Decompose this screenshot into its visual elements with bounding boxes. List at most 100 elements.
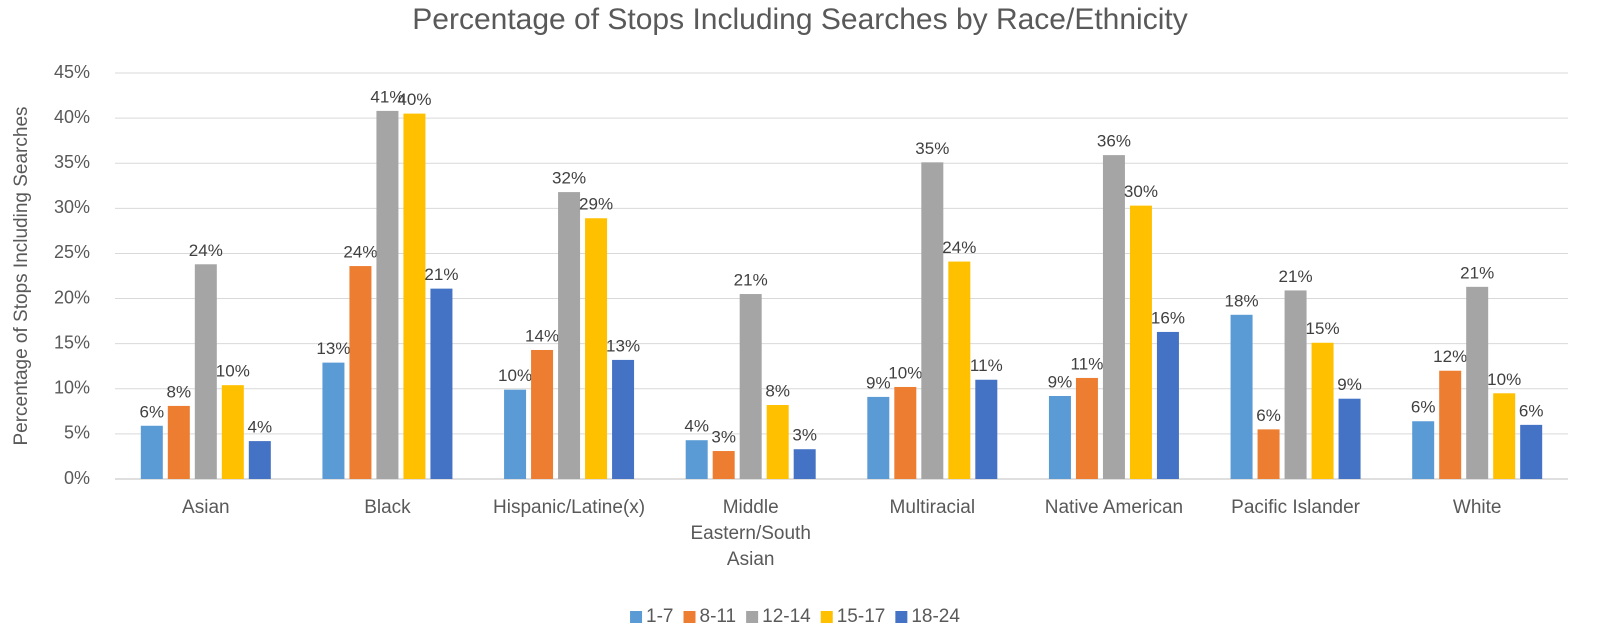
legend-label: 8-11: [700, 606, 737, 627]
bar: [1048, 395, 1071, 479]
bar: [322, 362, 345, 479]
legend-swatch: [820, 611, 833, 623]
data-label: 24%: [942, 238, 976, 257]
data-label: 21%: [1279, 267, 1313, 286]
x-tick-text: Native American: [1044, 497, 1184, 518]
data-label: 11%: [1071, 354, 1104, 373]
bar: [975, 379, 998, 479]
data-label: 6%: [140, 402, 165, 421]
data-label: 9%: [1048, 372, 1073, 391]
y-tick-label: 25%: [54, 242, 90, 262]
bar: [1338, 398, 1361, 479]
data-label: 12%: [1433, 347, 1467, 366]
data-label: 15%: [1306, 319, 1340, 338]
data-label: 3%: [711, 428, 736, 447]
data-label: 10%: [888, 363, 922, 382]
data-label: 21%: [734, 271, 768, 290]
bar: [1257, 429, 1280, 479]
bar: [504, 389, 527, 479]
chart-title: Percentage of Stops Including Searches b…: [412, 3, 1187, 36]
data-label: 41%: [370, 87, 404, 106]
x-tick-label: Native American: [1044, 495, 1184, 521]
x-tick-text: Middle Eastern/South Asian: [690, 497, 811, 570]
data-label: 10%: [498, 366, 532, 385]
y-tick-label: 20%: [54, 287, 90, 307]
data-label: 8%: [765, 382, 790, 401]
data-label: 9%: [866, 373, 891, 392]
data-label: 4%: [248, 418, 273, 437]
bar: [558, 192, 581, 480]
bar: [712, 451, 735, 479]
data-label: 24%: [189, 241, 223, 260]
x-tick-text: Multiracial: [889, 497, 976, 518]
x-tick-label: Asian: [136, 495, 276, 521]
bar: [766, 405, 789, 479]
data-label: 6%: [1256, 406, 1281, 425]
data-label: 16%: [1151, 308, 1185, 327]
data-label: 29%: [579, 195, 613, 214]
bar: [1493, 393, 1516, 479]
legend-label: 18-24: [911, 606, 960, 627]
bar: [376, 110, 399, 479]
y-tick-label: 5%: [64, 423, 90, 443]
y-tick-label: 45%: [54, 62, 90, 82]
x-tick-text: Hispanic/Latine(x): [493, 497, 646, 518]
bar: [1284, 290, 1307, 479]
x-tick-text: White: [1452, 497, 1502, 518]
bar: [1466, 286, 1489, 479]
bar: [531, 349, 554, 479]
bar: [1156, 331, 1179, 479]
y-tick-label: 35%: [54, 152, 90, 172]
x-tick-label: Middle Eastern/South Asian: [681, 495, 821, 573]
bar: [248, 441, 271, 479]
bar: [921, 162, 944, 479]
bar: [349, 266, 372, 479]
data-label: 6%: [1519, 401, 1544, 420]
data-label: 13%: [606, 336, 640, 355]
bar: [194, 264, 217, 479]
data-label: 21%: [424, 265, 458, 284]
bar: [1075, 377, 1098, 479]
bar: [1230, 314, 1253, 479]
bar: [167, 405, 190, 479]
x-tick-label: Multiracial: [862, 495, 1002, 521]
y-tick-label: 10%: [54, 378, 90, 398]
legend-label: 12-14: [762, 606, 811, 627]
legend-swatch: [630, 611, 643, 623]
x-tick-text: Black: [364, 497, 411, 518]
data-label: 6%: [1411, 398, 1436, 417]
data-label: 32%: [552, 169, 586, 188]
x-tick-label: Hispanic/Latine(x): [493, 495, 645, 521]
data-label: 30%: [1124, 182, 1158, 201]
bar: [793, 449, 816, 479]
bar: [1311, 342, 1334, 479]
data-label: 11%: [970, 356, 1003, 375]
y-tick-label: 40%: [54, 107, 90, 127]
data-label: 3%: [792, 426, 817, 445]
bar: [1520, 424, 1543, 479]
data-label: 18%: [1225, 291, 1259, 310]
bar: [1439, 370, 1462, 479]
bar: [221, 385, 244, 479]
data-label: 35%: [915, 139, 949, 158]
data-label: 10%: [216, 362, 250, 381]
bar: [1102, 155, 1125, 479]
bar: [867, 396, 890, 479]
data-label: 10%: [1487, 370, 1521, 389]
legend-swatch: [895, 611, 908, 623]
x-tick-text: Asian: [182, 497, 230, 518]
y-tick-label: 30%: [54, 197, 90, 217]
y-axis-label: Percentage of Stops Including Searches: [11, 106, 32, 445]
data-label: 36%: [1097, 132, 1131, 151]
legend-label: 15-17: [837, 606, 886, 627]
data-label: 40%: [397, 90, 431, 109]
bar: [612, 359, 635, 479]
y-tick-label: 15%: [54, 332, 90, 352]
legend-swatch: [746, 611, 759, 623]
x-tick-label: White: [1407, 495, 1547, 521]
bar: [1412, 421, 1435, 479]
bar: [585, 218, 608, 479]
data-label: 9%: [1337, 375, 1362, 394]
